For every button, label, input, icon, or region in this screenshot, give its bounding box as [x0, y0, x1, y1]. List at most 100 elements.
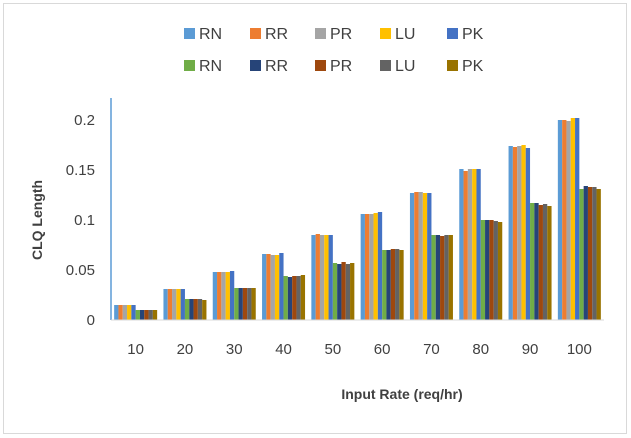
legend-swatch	[250, 60, 261, 71]
bar	[345, 264, 351, 320]
bar	[122, 305, 128, 320]
bar	[221, 272, 226, 320]
bar	[180, 289, 185, 320]
bar	[525, 148, 531, 320]
bar	[148, 310, 153, 320]
bar	[463, 171, 468, 320]
bar	[570, 118, 576, 320]
legend-swatch	[380, 60, 391, 71]
legend-swatch	[250, 28, 261, 39]
legend-swatch	[184, 28, 195, 39]
bar	[225, 272, 230, 320]
bar	[512, 147, 518, 320]
legend-label: RN	[199, 26, 222, 43]
bar	[472, 169, 477, 320]
x-axis-title: Input Rate (req/hr)	[341, 386, 462, 402]
legend-label: PR	[330, 26, 352, 43]
bar	[144, 310, 149, 320]
bar	[350, 263, 355, 320]
bars	[114, 118, 601, 320]
bar	[373, 213, 378, 320]
x-tick-label: 20	[177, 341, 194, 358]
bar	[427, 193, 432, 320]
x-tick-label: 90	[522, 341, 539, 358]
bar	[575, 118, 580, 320]
legend-swatch	[447, 28, 458, 39]
bar	[395, 249, 400, 320]
bar	[485, 220, 490, 320]
bar	[328, 235, 333, 320]
bar	[163, 289, 168, 320]
bar	[172, 289, 177, 320]
bar	[296, 276, 301, 320]
bar	[202, 300, 207, 320]
legend-swatch	[380, 28, 391, 39]
bar	[562, 120, 567, 320]
bar	[521, 145, 526, 320]
y-axis-ticks: 0 0.05 0.1 0.15 0.2	[66, 112, 95, 329]
y-tick-label: 0.1	[74, 212, 95, 229]
bar	[369, 214, 374, 320]
bar	[444, 235, 449, 320]
x-tick-label: 100	[567, 341, 592, 358]
bar	[189, 299, 194, 320]
bar	[480, 220, 486, 320]
x-tick-label: 40	[275, 341, 292, 358]
legend-label: RR	[265, 26, 288, 43]
bar	[489, 220, 494, 320]
bar	[377, 212, 383, 320]
bar	[538, 205, 543, 320]
bar	[118, 305, 123, 320]
bar	[583, 186, 588, 320]
bar	[319, 235, 325, 320]
bar	[139, 310, 145, 320]
bar	[596, 189, 601, 320]
bar	[184, 299, 190, 320]
bar	[418, 192, 423, 320]
bar	[534, 203, 539, 320]
y-tick-label: 0.2	[74, 112, 95, 129]
x-axis-ticks: 10 20 30 40 50 60 70 80 90 100	[127, 341, 592, 358]
bar	[127, 305, 132, 320]
legend-swatch	[315, 60, 326, 71]
bar	[315, 234, 320, 320]
bar	[592, 187, 597, 320]
bar	[448, 235, 453, 320]
chart-frame: RN RR PR LU PK RN RR PR LU PK 0 0.05 0.1 0.15 0.2 10 2…	[3, 3, 627, 434]
bar	[399, 250, 404, 320]
bar	[557, 120, 563, 320]
legend-swatch	[447, 60, 458, 71]
bar	[431, 235, 436, 320]
bar	[364, 214, 370, 320]
bar	[266, 254, 271, 320]
bar	[251, 288, 256, 320]
bar	[292, 276, 297, 320]
bar	[167, 289, 173, 320]
bar	[497, 222, 503, 320]
bar	[386, 250, 391, 320]
bar	[390, 249, 396, 320]
x-tick-label: 60	[374, 341, 391, 358]
legend-label: LU	[395, 58, 415, 75]
bar	[279, 253, 284, 320]
bar	[247, 288, 252, 320]
bar	[274, 255, 280, 320]
legend-label: PK	[462, 58, 484, 75]
bar	[467, 169, 473, 320]
bar	[287, 277, 293, 320]
bar	[229, 271, 235, 320]
bar	[300, 275, 306, 320]
bar	[547, 206, 552, 320]
bar	[530, 203, 535, 320]
legend-label: LU	[395, 26, 415, 43]
bar	[476, 169, 481, 320]
bar	[435, 235, 441, 320]
bar	[217, 272, 222, 320]
bar	[409, 193, 415, 320]
bar	[212, 272, 218, 320]
y-tick-label: 0.05	[66, 262, 95, 279]
bar	[542, 204, 548, 320]
bar	[283, 276, 288, 320]
legend-label: PR	[330, 58, 352, 75]
bar	[579, 189, 584, 320]
